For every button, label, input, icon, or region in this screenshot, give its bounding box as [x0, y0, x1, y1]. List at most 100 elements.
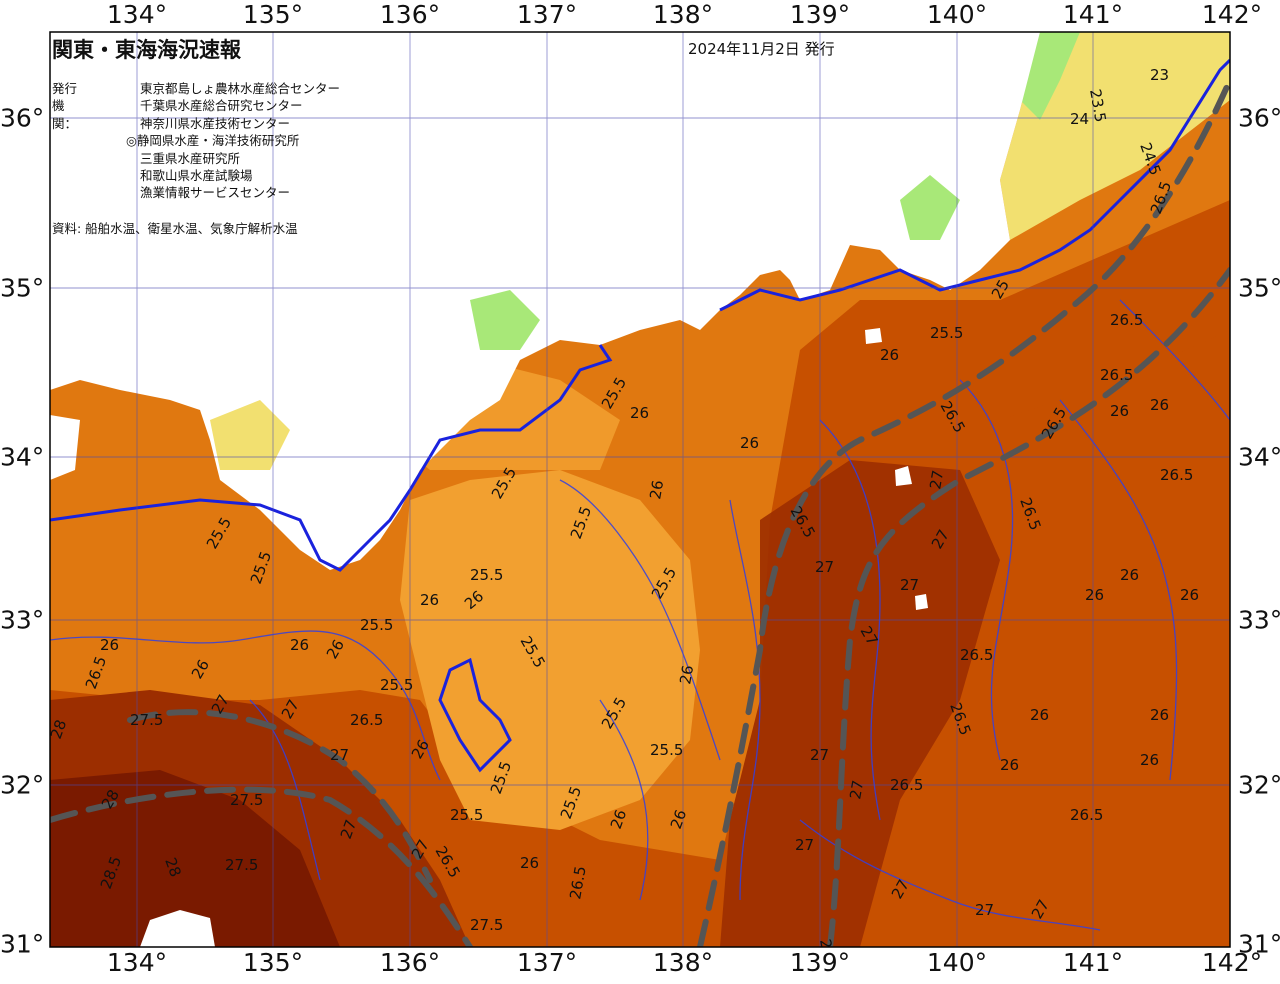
lat-label-right: 31°: [1238, 929, 1280, 959]
contour-label: 23.5: [1086, 88, 1110, 124]
kuroshio-axis: [50, 77, 1230, 947]
land-shikoku-edge: [50, 415, 80, 480]
lon-label-top: 139°: [789, 0, 851, 29]
lon-label-bottom: 135°: [242, 948, 304, 977]
lon-label-top: 134°: [106, 0, 168, 29]
contour-label: 26.5: [350, 711, 383, 729]
lon-label-bottom: 134°: [106, 948, 168, 977]
lon-label-bottom: 139°: [789, 948, 851, 977]
agency-item: ◎静岡県水産・海洋技術研究所: [126, 133, 300, 149]
contour-label: 26.5: [566, 865, 590, 901]
contour-label: 26: [880, 346, 899, 364]
contour-label: 26: [420, 591, 439, 609]
lat-label-right: 33°: [1238, 605, 1280, 635]
lon-label-top: 142°: [1201, 0, 1263, 29]
contour-label: 25.5: [470, 566, 503, 584]
land-islet-1: [865, 328, 882, 344]
contour-label: 26.5: [960, 646, 993, 664]
contour-label: 25.5: [360, 616, 393, 634]
agency-item: 三重県水産研究所: [140, 150, 241, 166]
agency-item: 漁業情報サービスセンター: [140, 185, 291, 201]
bay-ise: [470, 290, 540, 350]
contour-label: 26: [1150, 396, 1169, 414]
contour-label: 26: [1180, 586, 1199, 604]
map-frame: [49, 31, 1231, 948]
contour-label: 26: [676, 664, 697, 686]
lon-label-top: 140°: [926, 0, 988, 29]
lat-label-left: 33°: [0, 605, 45, 635]
contour-label: 26: [1150, 706, 1169, 724]
contour-label: 25.5: [450, 806, 483, 824]
contour-label: 27.5: [225, 856, 258, 874]
lat-label-left: 32°: [0, 770, 45, 800]
lon-label-top: 141°: [1062, 0, 1124, 29]
contour-label: 26: [1030, 706, 1049, 724]
lat-label-right: 35°: [1238, 273, 1280, 303]
contour-label: 27: [975, 901, 994, 919]
agencies-label: 発行機関：: [52, 81, 78, 131]
agency-item: 千葉県水産総合研究センター: [140, 98, 303, 114]
contour-label: 26: [100, 636, 119, 654]
lon-label-top: 135°: [242, 0, 304, 29]
lat-label-right: 34°: [1238, 442, 1280, 472]
contour-label: 27: [330, 746, 349, 764]
contour-label: 27.5: [470, 916, 503, 934]
lon-label-bottom: 142°: [1201, 948, 1263, 977]
contour-label: 26: [630, 404, 649, 422]
lat-label-left: 36°: [0, 103, 45, 133]
contour-label: 27: [846, 779, 867, 801]
shelf-green-north: [1020, 32, 1080, 120]
contour-label: 27: [926, 469, 947, 491]
lat-label-left: 31°: [0, 929, 45, 959]
sea-zone-hottest-southwest: [50, 770, 340, 947]
contour-label: 27: [810, 746, 829, 764]
contour-label: 26: [1110, 402, 1129, 420]
lon-label-bottom: 141°: [1062, 948, 1124, 977]
contour-label: 26: [667, 807, 690, 831]
contour-label: 23: [1150, 66, 1169, 84]
contour-label: 27: [815, 558, 834, 576]
contour-label: 28: [47, 717, 70, 741]
sea-zone-light: [400, 470, 700, 830]
bay-osaka: [210, 400, 290, 470]
lon-label-top: 137°: [516, 0, 578, 29]
sea-zone-east: [960, 330, 1230, 947]
map-area: 23 24 23.5 24.5 25 25.5 25.5 25.5 26 26 …: [47, 32, 1230, 960]
lon-label-bottom: 138°: [652, 948, 714, 977]
contour-label: 26.5: [1070, 806, 1103, 824]
lon-label-bottom: 136°: [379, 948, 441, 977]
contour-label: 26: [607, 807, 630, 831]
contour-label: 28: [816, 938, 837, 960]
lat-label-left: 34°: [0, 442, 45, 472]
lat-label-right: 36°: [1238, 103, 1280, 133]
contour-label: 27.5: [230, 791, 263, 809]
contour-label: 26.5: [1100, 366, 1133, 384]
contour-label: 26: [740, 434, 759, 452]
contour-label: 27: [900, 576, 919, 594]
contour-label: 25.5: [930, 324, 963, 342]
bay-tokyo: [900, 175, 960, 240]
lon-label-bottom: 137°: [516, 948, 578, 977]
land-island-south: [140, 910, 215, 947]
contour-label: 26.5: [890, 776, 923, 794]
land-honshu: [50, 32, 1040, 570]
contour-label: 26: [646, 479, 667, 501]
data-source: 資料: 船舶水温、衛星水温、気象庁解析水温: [52, 221, 298, 236]
lat-lon-grid: [50, 32, 1230, 947]
isotherm-25: [50, 58, 1230, 773]
contour-label: 25.5: [380, 676, 413, 694]
contour-label: 26.5: [1160, 466, 1193, 484]
contour-label: 27.5: [130, 711, 163, 729]
agency-item: 神奈川県水産技術センター: [140, 115, 291, 131]
contour-label: 26: [1000, 756, 1019, 774]
contour-label: 24: [1070, 110, 1089, 128]
land-islet-2: [895, 466, 912, 486]
lon-label-top: 136°: [379, 0, 441, 29]
lat-label-right: 32°: [1238, 770, 1280, 800]
contour-label: 26: [1140, 751, 1159, 769]
contour-label: 27: [795, 836, 814, 854]
contour-label: 26: [1085, 586, 1104, 604]
contour-label: 28: [161, 855, 184, 879]
